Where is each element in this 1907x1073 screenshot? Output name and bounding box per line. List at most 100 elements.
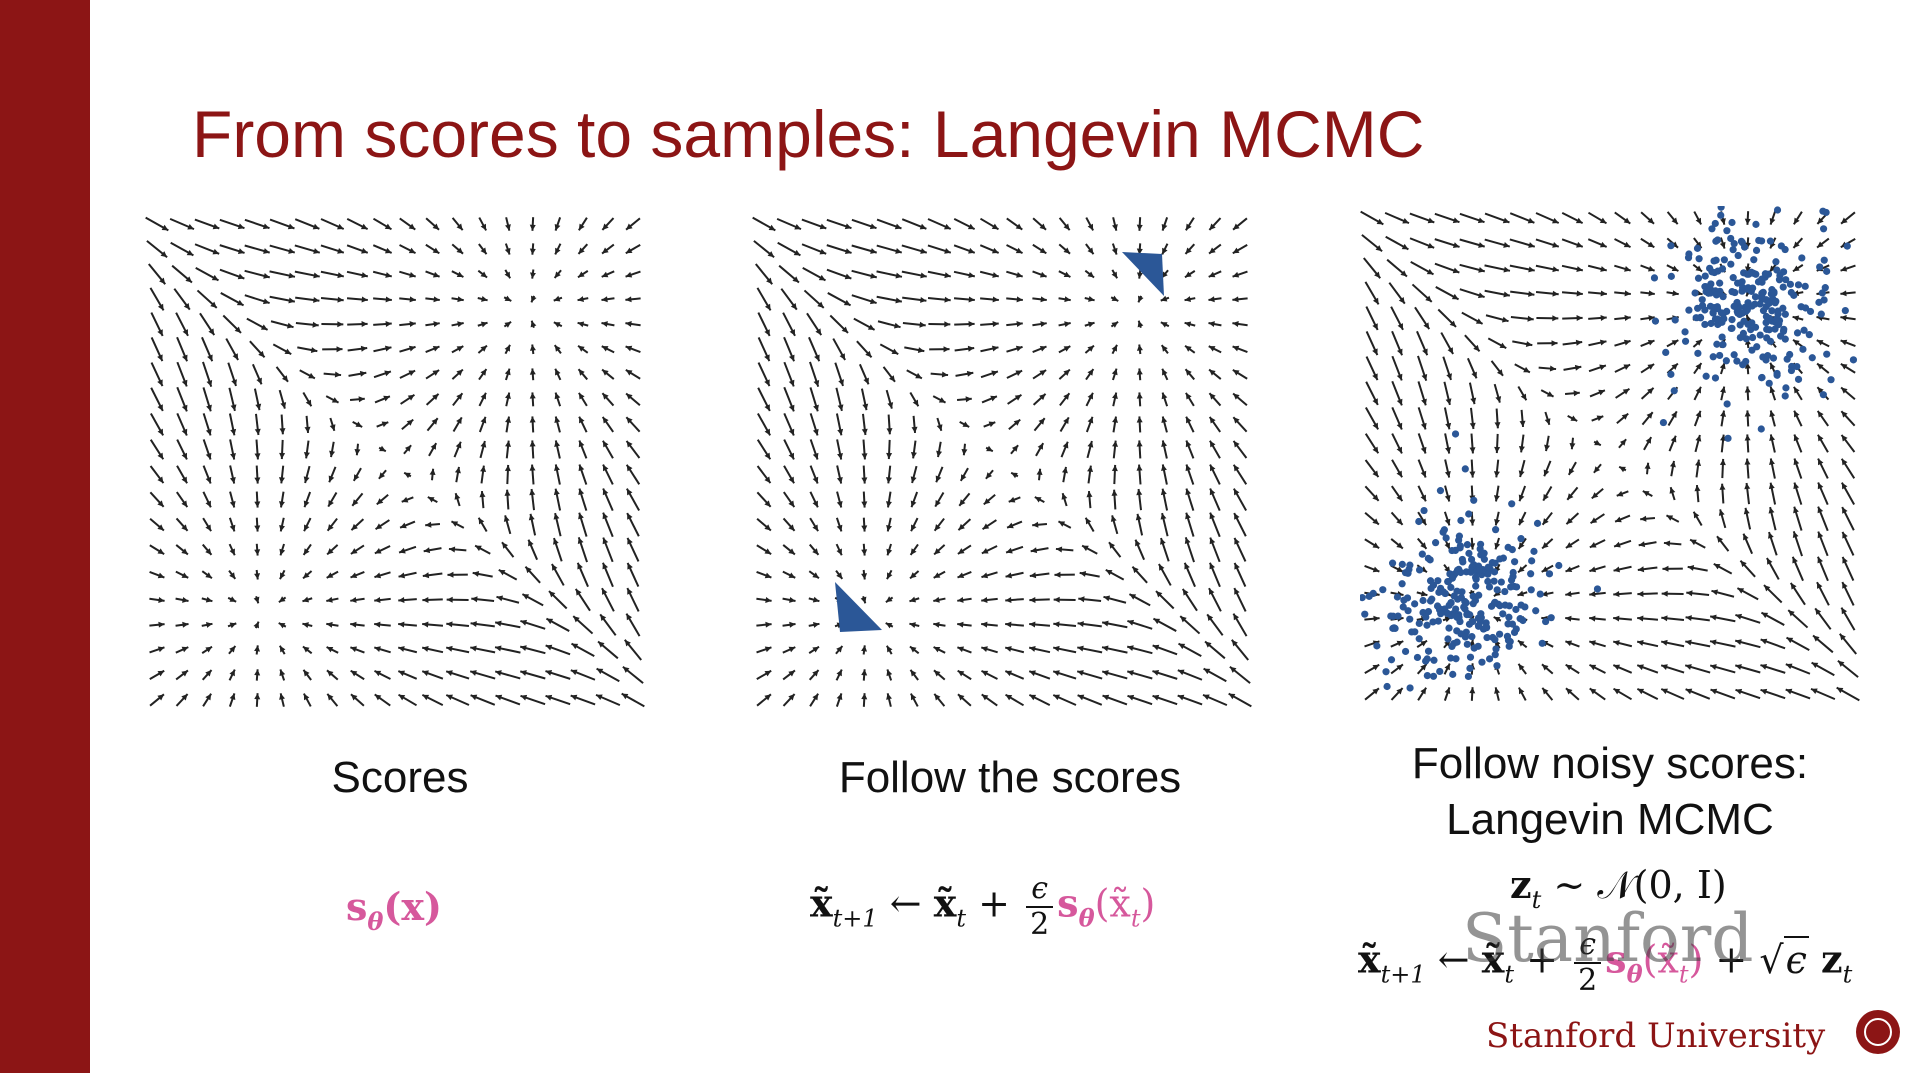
langevin-sample-point: [1737, 237, 1746, 245]
score-arrowhead: [1695, 339, 1702, 346]
score-arrowhead: [944, 223, 951, 230]
score-arrowhead: [1372, 422, 1379, 430]
score-arrowhead: [957, 621, 964, 628]
langevin-sample-point: [1698, 296, 1706, 304]
langevin-sample-point: [1483, 633, 1491, 642]
score-arrowhead: [944, 321, 951, 328]
score-arrowhead: [941, 371, 949, 378]
score-arrowhead: [254, 645, 261, 652]
score-arrowhead: [326, 621, 333, 628]
score-arrowhead: [313, 248, 320, 254]
score-arrowhead: [1599, 217, 1607, 224]
score-arrowhead: [1162, 247, 1168, 255]
score-arrowhead: [1202, 694, 1210, 700]
langevin-sample-point: [1495, 630, 1504, 638]
score-arrowhead: [157, 404, 163, 411]
score-arrowhead: [361, 272, 368, 279]
score-arrowhead: [863, 377, 869, 385]
score-arrowhead: [1646, 412, 1653, 419]
langevin-sample-point: [1723, 400, 1731, 408]
score-arrowhead: [1695, 386, 1701, 394]
score-arrowhead: [1713, 563, 1721, 570]
score-arrowhead: [451, 521, 459, 527]
score-arrowhead: [430, 443, 437, 450]
langevin-sample-point: [1794, 281, 1803, 289]
score-arrowhead: [1525, 341, 1533, 347]
langevin-sample-point: [1808, 354, 1816, 362]
langevin-sample-point: [1729, 274, 1737, 282]
score-arrowhead: [860, 596, 867, 604]
score-arrowhead: [1209, 247, 1216, 254]
langevin-sample-point: [1651, 317, 1660, 325]
score-arrowhead: [836, 477, 843, 484]
score-arrowhead: [1671, 265, 1679, 272]
langevin-sample-point: [1694, 304, 1702, 312]
vector-field-scores: [145, 216, 645, 708]
score-arrowhead: [505, 440, 512, 447]
score-arrowhead: [456, 271, 464, 278]
score-arrowhead: [1785, 663, 1793, 670]
score-arrowhead: [457, 321, 464, 328]
score-arrowhead: [432, 247, 440, 254]
score-arrowhead: [965, 396, 972, 403]
score-arrowhead: [1372, 566, 1380, 573]
score-arrowhead: [573, 616, 580, 623]
score-arrowhead: [812, 572, 819, 579]
score-arrowhead: [1613, 688, 1621, 695]
score-arrowhead: [350, 596, 357, 603]
score-arrowhead: [1038, 418, 1045, 425]
score-arrowhead: [254, 477, 261, 484]
score-arrowhead: [1817, 434, 1824, 442]
langevin-sample-point: [1527, 586, 1535, 594]
score-arrowhead: [355, 421, 363, 427]
langevin-sample-point: [1730, 351, 1738, 359]
langevin-sample-point: [1448, 642, 1456, 651]
langevin-sample-point: [1466, 653, 1475, 661]
score-arrowhead: [869, 298, 877, 305]
score-arrowhead: [1162, 368, 1168, 376]
score-arrowhead: [1102, 670, 1109, 676]
score-arrowhead: [475, 545, 482, 552]
score-arrowhead: [895, 272, 902, 279]
score-arrowhead: [1589, 615, 1596, 622]
score-arrowhead: [788, 404, 795, 412]
score-arrowhead: [578, 512, 584, 520]
score-arrowhead: [764, 428, 771, 436]
score-arrowhead: [350, 670, 358, 677]
score-arrowhead: [545, 669, 553, 676]
score-arrowhead: [1719, 241, 1726, 249]
langevin-sample-point: [1423, 655, 1431, 663]
score-arrowhead: [1420, 470, 1427, 478]
score-arrowhead: [1648, 290, 1655, 297]
score-arrowhead: [303, 693, 310, 701]
langevin-sample-point: [1547, 614, 1555, 622]
langevin-sample-point: [1701, 272, 1709, 280]
score-arrowhead: [232, 353, 239, 360]
score-arrowhead: [1209, 393, 1216, 400]
score-arrowhead: [374, 621, 381, 628]
score-arrowhead: [1769, 434, 1776, 441]
langevin-sample-point: [1728, 288, 1736, 296]
langevin-sample-point: [1781, 310, 1789, 318]
langevin-sample-point: [1711, 374, 1720, 382]
score-arrowhead: [503, 515, 510, 522]
score-arrowhead: [1053, 694, 1060, 701]
score-arrowhead: [1494, 518, 1500, 526]
score-arrowhead: [625, 321, 632, 327]
score-arrowhead: [1063, 346, 1071, 352]
langevin-sample-point: [1390, 624, 1398, 632]
score-arrowhead: [968, 296, 975, 303]
langevin-sample-point: [1424, 647, 1433, 655]
score-arrowhead: [423, 547, 431, 554]
score-arrowhead: [1136, 488, 1143, 496]
score-arrowhead: [601, 321, 608, 328]
langevin-sample-point: [1387, 656, 1396, 664]
score-arrowhead: [205, 596, 213, 603]
score-arrowhead: [1161, 464, 1167, 471]
score-arrowhead: [205, 670, 212, 677]
score-arrowhead: [764, 524, 771, 531]
score-arrowhead: [254, 501, 261, 508]
score-arrowhead: [1372, 542, 1380, 549]
score-arrowhead: [1840, 265, 1848, 272]
score-arrowhead: [1763, 585, 1771, 592]
